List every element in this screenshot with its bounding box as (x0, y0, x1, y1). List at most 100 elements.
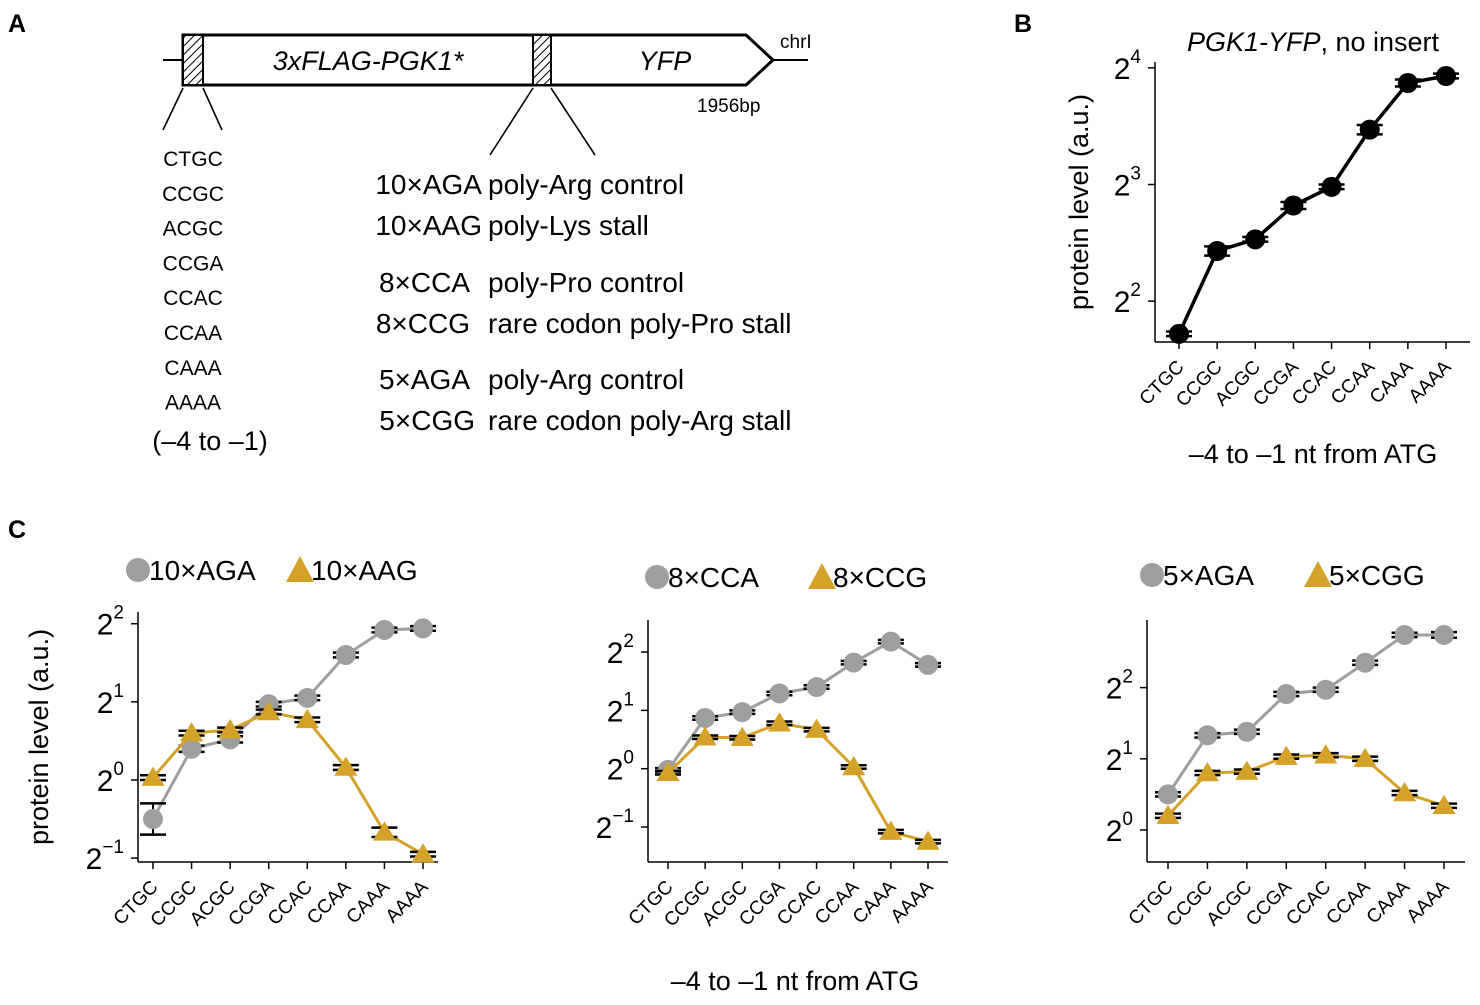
series-8×CCG (655, 712, 941, 850)
x-tick-label: CCAA (1322, 876, 1374, 928)
context-caaa: CAAA (164, 357, 221, 380)
insert-callout-right (550, 87, 596, 156)
insert-desc: rare codon poly-Pro stall (488, 308, 791, 339)
x-tick-label: CCGA (1242, 876, 1296, 930)
series-5×AGA (1155, 624, 1457, 805)
y-tick-label: 2−1 (86, 837, 124, 876)
data-point (1394, 624, 1415, 645)
x-tick-label: CAAA (849, 876, 901, 928)
data-point (180, 722, 204, 742)
context-ccaa: CCAA (164, 322, 222, 345)
context-site-box (182, 34, 204, 86)
data-point (1314, 744, 1338, 764)
chart-c3: 202122CTGCCCGCACGCCCGACCACCCAACAAAAAAA5×… (1106, 560, 1465, 931)
data-point (916, 830, 940, 850)
legend-marker (1140, 563, 1164, 587)
panel-label-c: C (8, 516, 26, 544)
data-point (143, 809, 163, 830)
gene-label: 3xFLAG-PGK1* (273, 46, 465, 76)
data-point (1353, 747, 1377, 768)
legend-label: 5×CGG (1329, 560, 1425, 591)
insert-desc: poly-Lys stall (488, 210, 649, 241)
data-point (1169, 323, 1189, 344)
data-point (767, 712, 791, 732)
insert-name: 10×AGA (375, 169, 482, 200)
context-range-label: (–4 to –1) (152, 426, 268, 456)
series-8×CCA (655, 631, 941, 780)
data-point (695, 707, 716, 728)
legend-marker (1304, 561, 1332, 587)
context-callout-right (202, 87, 223, 131)
series-10×AGA (140, 618, 436, 836)
construct-diagram: 3xFLAG-PGK1* YFP chrI 1956bp CTGC CCGC ACG… (152, 32, 811, 456)
data-point (1245, 229, 1266, 250)
y-tick-label: 22 (607, 631, 634, 670)
panel-label-b: B (1014, 10, 1032, 38)
legend-label: 10×AGA (149, 555, 256, 586)
data-point (769, 683, 790, 704)
y-tick-label: 24 (1114, 47, 1142, 86)
data-point (1315, 679, 1336, 700)
x-tick-label: AAAA (382, 876, 433, 927)
data-point (334, 756, 358, 776)
data-point (295, 708, 319, 729)
series-line (151, 626, 424, 820)
legend-marker (645, 565, 669, 589)
chart-c2: 2−1202122CTGCCCGCACGCCCGACCACCCAACAAAAAA… (596, 562, 948, 996)
data-point (806, 677, 827, 698)
context-callout-left (162, 87, 184, 131)
x-tick-label: CAAA (1366, 356, 1418, 408)
data-point (1434, 624, 1454, 645)
data-point (297, 687, 318, 708)
y-tick-label: 20 (1106, 809, 1133, 848)
y-tick-label: 22 (1106, 667, 1133, 706)
data-point (1274, 745, 1298, 765)
series-5×CGG (1155, 744, 1457, 824)
x-tick-label: AAAA (1403, 876, 1454, 927)
context-list: CTGC CCGC ACGC CCGA CCAC CCAA CAAA AAAA (162, 148, 224, 415)
y-tick-label: 21 (607, 689, 634, 728)
data-point (257, 701, 281, 721)
data-point (335, 644, 356, 665)
data-point (732, 702, 753, 723)
y-tick-label: 22 (97, 603, 124, 642)
y-axis-label: protein level (a.u.) (1064, 94, 1094, 310)
chart-b: 222324CTGCCCGCACGCCCGACCACCCAACAAAAAAApr… (1064, 27, 1470, 469)
chromosome-label: chrI (780, 32, 812, 53)
x-tick-label: CCAA (1327, 356, 1379, 408)
legend-label: 5×AGA (1163, 560, 1254, 591)
data-point (372, 821, 396, 841)
data-point (1397, 73, 1418, 93)
x-tick-label: CCAC (264, 877, 317, 930)
data-point (1359, 119, 1380, 140)
y-tick-label: 21 (1106, 738, 1133, 777)
data-point (843, 652, 864, 673)
insert-name: 5×CGG (379, 405, 475, 436)
data-point (805, 718, 829, 738)
data-point (181, 738, 202, 759)
chart-c1: 2−1202122CTGCCCGCACGCCCGACCACCCAACAAAAAA… (24, 555, 438, 931)
data-point (1197, 725, 1218, 746)
data-point (1321, 176, 1342, 197)
insert-desc: rare codon poly-Arg stall (488, 405, 791, 436)
context-ccgc: CCGC (162, 183, 224, 206)
series-line (1177, 74, 1447, 335)
context-ctgc: CTGC (163, 148, 223, 171)
insert-callout-left (489, 87, 534, 156)
data-point (1236, 721, 1257, 742)
data-point (141, 766, 165, 786)
context-ccga: CCGA (163, 252, 224, 275)
data-point (656, 761, 680, 782)
y-tick-label: 22 (1114, 280, 1141, 319)
data-point (218, 718, 242, 739)
y-tick-label: 20 (607, 748, 634, 787)
series-10×AAG (140, 701, 436, 863)
data-point (693, 726, 717, 746)
data-point (413, 618, 433, 639)
panel-label-a: A (8, 10, 26, 38)
insert-name: 10×AAG (375, 210, 482, 241)
series-main (1166, 66, 1459, 344)
y-tick-label: 21 (97, 681, 124, 720)
chart-title: PGK1-YFP, no insert (1187, 27, 1440, 57)
